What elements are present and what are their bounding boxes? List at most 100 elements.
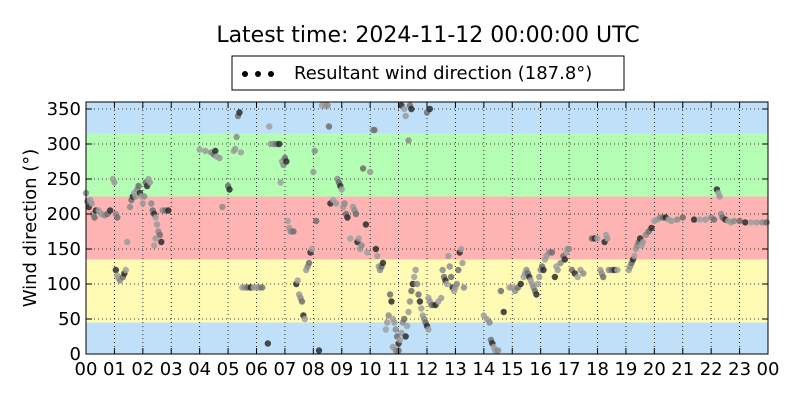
data-point: [673, 216, 681, 223]
data-point: [561, 256, 569, 263]
legend-label: Resultant wind direction (187.8°): [294, 63, 592, 84]
data-point: [398, 329, 405, 337]
data-point: [402, 112, 409, 120]
data-point: [497, 287, 505, 295]
data-point: [151, 242, 158, 249]
data-point: [614, 266, 621, 274]
data-point: [453, 280, 461, 288]
data-point: [716, 193, 723, 200]
data-point: [418, 305, 425, 312]
data-point: [408, 105, 415, 113]
data-point: [226, 186, 233, 193]
x-tick-label: 09: [330, 359, 353, 380]
data-point: [408, 287, 415, 295]
data-point: [88, 200, 95, 207]
data-point: [702, 216, 709, 223]
data-point: [122, 266, 129, 274]
y-tick-label: 150: [47, 239, 81, 260]
data-point: [710, 216, 718, 223]
data-point: [372, 245, 380, 253]
data-point: [277, 179, 284, 186]
data-point: [447, 273, 455, 281]
data-point: [219, 203, 226, 211]
data-point: [384, 319, 391, 326]
data-point: [460, 284, 468, 291]
legend-marker-dot: [268, 71, 274, 77]
data-point: [139, 200, 147, 207]
data-point: [301, 315, 309, 323]
y-tick-label: 0: [70, 344, 81, 365]
chart-title: Latest time: 2024-11-12 00:00:00 UTC: [216, 23, 639, 48]
data-point: [344, 214, 351, 221]
y-tick-label: 200: [47, 204, 81, 225]
data-point: [401, 105, 408, 113]
data-point: [557, 259, 564, 267]
x-tick-label: 07: [273, 359, 296, 380]
data-point: [366, 168, 374, 176]
data-point: [455, 266, 462, 274]
data-point: [364, 249, 371, 256]
data-point: [146, 179, 154, 186]
data-point: [690, 216, 698, 223]
x-axis: 00 01 02 03 04 05 06 07 08 09 10 11 12 13 14 15 16 17 18 19…: [75, 102, 779, 380]
y-tick-label: 350: [47, 99, 81, 120]
x-tick-label: 08: [302, 359, 325, 380]
y-tick-label: 50: [58, 309, 81, 330]
data-point: [91, 214, 98, 221]
data-point: [233, 133, 240, 141]
data-point: [457, 245, 465, 253]
x-tick-label: 18: [586, 359, 609, 380]
data-point: [486, 319, 493, 326]
data-points: [82, 102, 770, 354]
data-point: [379, 259, 387, 267]
data-point: [401, 315, 408, 323]
data-point: [310, 168, 317, 176]
data-point: [308, 245, 316, 253]
data-point: [392, 326, 399, 333]
legend: Resultant wind direction (187.8°): [231, 55, 625, 91]
x-tick-label: 04: [188, 359, 211, 380]
data-point: [415, 291, 422, 298]
data-point: [668, 217, 675, 225]
data-point: [156, 231, 164, 239]
data-point: [500, 308, 507, 316]
data-point: [411, 273, 418, 281]
data-point: [114, 214, 121, 221]
data-point: [604, 235, 611, 242]
data-point: [284, 217, 291, 225]
data-point: [742, 219, 749, 226]
legend-marker-dot: [255, 71, 261, 77]
x-tick-label: 11: [387, 359, 410, 380]
data-point: [112, 266, 120, 274]
data-point: [753, 219, 760, 226]
data-point: [679, 214, 686, 221]
data-point: [196, 146, 203, 153]
data-point: [237, 149, 245, 156]
data-point: [438, 294, 445, 302]
y-tick-label: 100: [47, 274, 81, 295]
x-tick-label: 20: [643, 359, 666, 380]
data-point: [385, 312, 392, 319]
direction-bands: [86, 102, 768, 354]
data-point: [231, 145, 239, 153]
data-point: [315, 347, 323, 354]
data-point: [425, 326, 432, 333]
data-point: [631, 252, 638, 260]
data-point: [554, 266, 561, 274]
data-point: [276, 140, 283, 148]
data-point: [388, 298, 395, 305]
data-point: [362, 221, 370, 228]
data-point: [517, 280, 524, 288]
y-tick-label: 250: [47, 169, 81, 190]
data-point: [446, 263, 453, 270]
data-point: [536, 273, 543, 281]
data-point: [153, 221, 161, 228]
x-tick-label: 15: [501, 359, 524, 380]
data-point: [730, 217, 738, 225]
data-point: [413, 280, 421, 288]
data-point: [294, 277, 301, 284]
data-point: [141, 193, 148, 200]
data-point: [352, 210, 360, 218]
data-point: [391, 319, 398, 326]
